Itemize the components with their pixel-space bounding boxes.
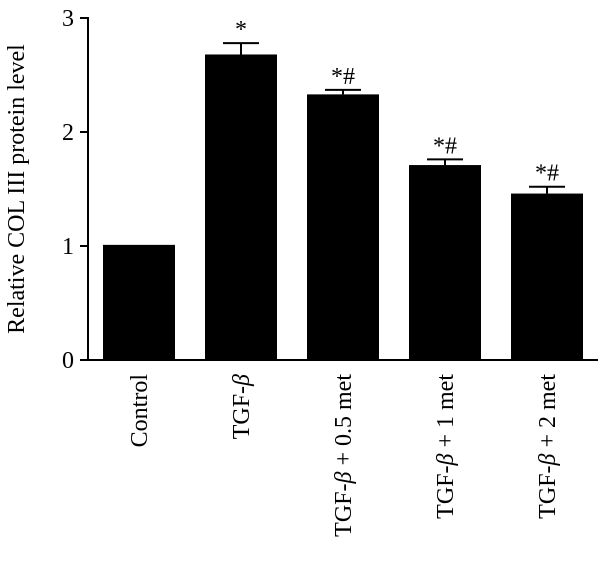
bar xyxy=(409,165,481,360)
y-tick-label: 3 xyxy=(62,6,74,32)
bars: * *# *# *# xyxy=(103,17,583,360)
bar xyxy=(511,193,583,360)
x-tick-label: Control xyxy=(127,374,153,448)
x-tick-label-greek: β xyxy=(229,374,255,387)
x-tick-label-part: + 1 met xyxy=(433,374,459,454)
x-tick-label: TGF-β + 0.5 met xyxy=(331,374,357,537)
x-tick-label-greek: β xyxy=(433,453,459,466)
y-axis-label: Relative COL III protein level xyxy=(4,44,30,334)
significance-marker: * xyxy=(235,17,247,43)
x-tick-label: TGF-β + 2 met xyxy=(535,374,561,519)
x-tick-label-part: TGF- xyxy=(433,465,459,518)
y-axis-label-group: Relative COL III protein level xyxy=(4,44,30,334)
x-tick-label-greek: β xyxy=(535,453,561,466)
significance-marker: *# xyxy=(535,161,559,187)
bar xyxy=(307,94,379,360)
y-tick-label: 0 xyxy=(62,348,74,374)
bar xyxy=(103,244,175,360)
y-tick-label: 1 xyxy=(62,234,74,260)
x-tick-label-greek: β xyxy=(331,471,357,484)
x-tick-label: TGF-β + 1 met xyxy=(433,374,459,519)
x-tick-label: TGF-β xyxy=(229,374,255,439)
x-tick-label-part: TGF- xyxy=(229,386,255,439)
x-tick-label-part: + 2 met xyxy=(535,374,561,454)
x-tick-label-part: Control xyxy=(127,374,153,448)
significance-marker: *# xyxy=(433,133,457,159)
bar xyxy=(205,54,277,360)
significance-marker: *# xyxy=(331,64,355,90)
x-tick-label-part: TGF- xyxy=(331,483,357,536)
x-tick-label-part: + 0.5 met xyxy=(331,374,357,472)
y-tick-label: 2 xyxy=(62,120,74,146)
x-tick-label-part: TGF- xyxy=(535,465,561,518)
